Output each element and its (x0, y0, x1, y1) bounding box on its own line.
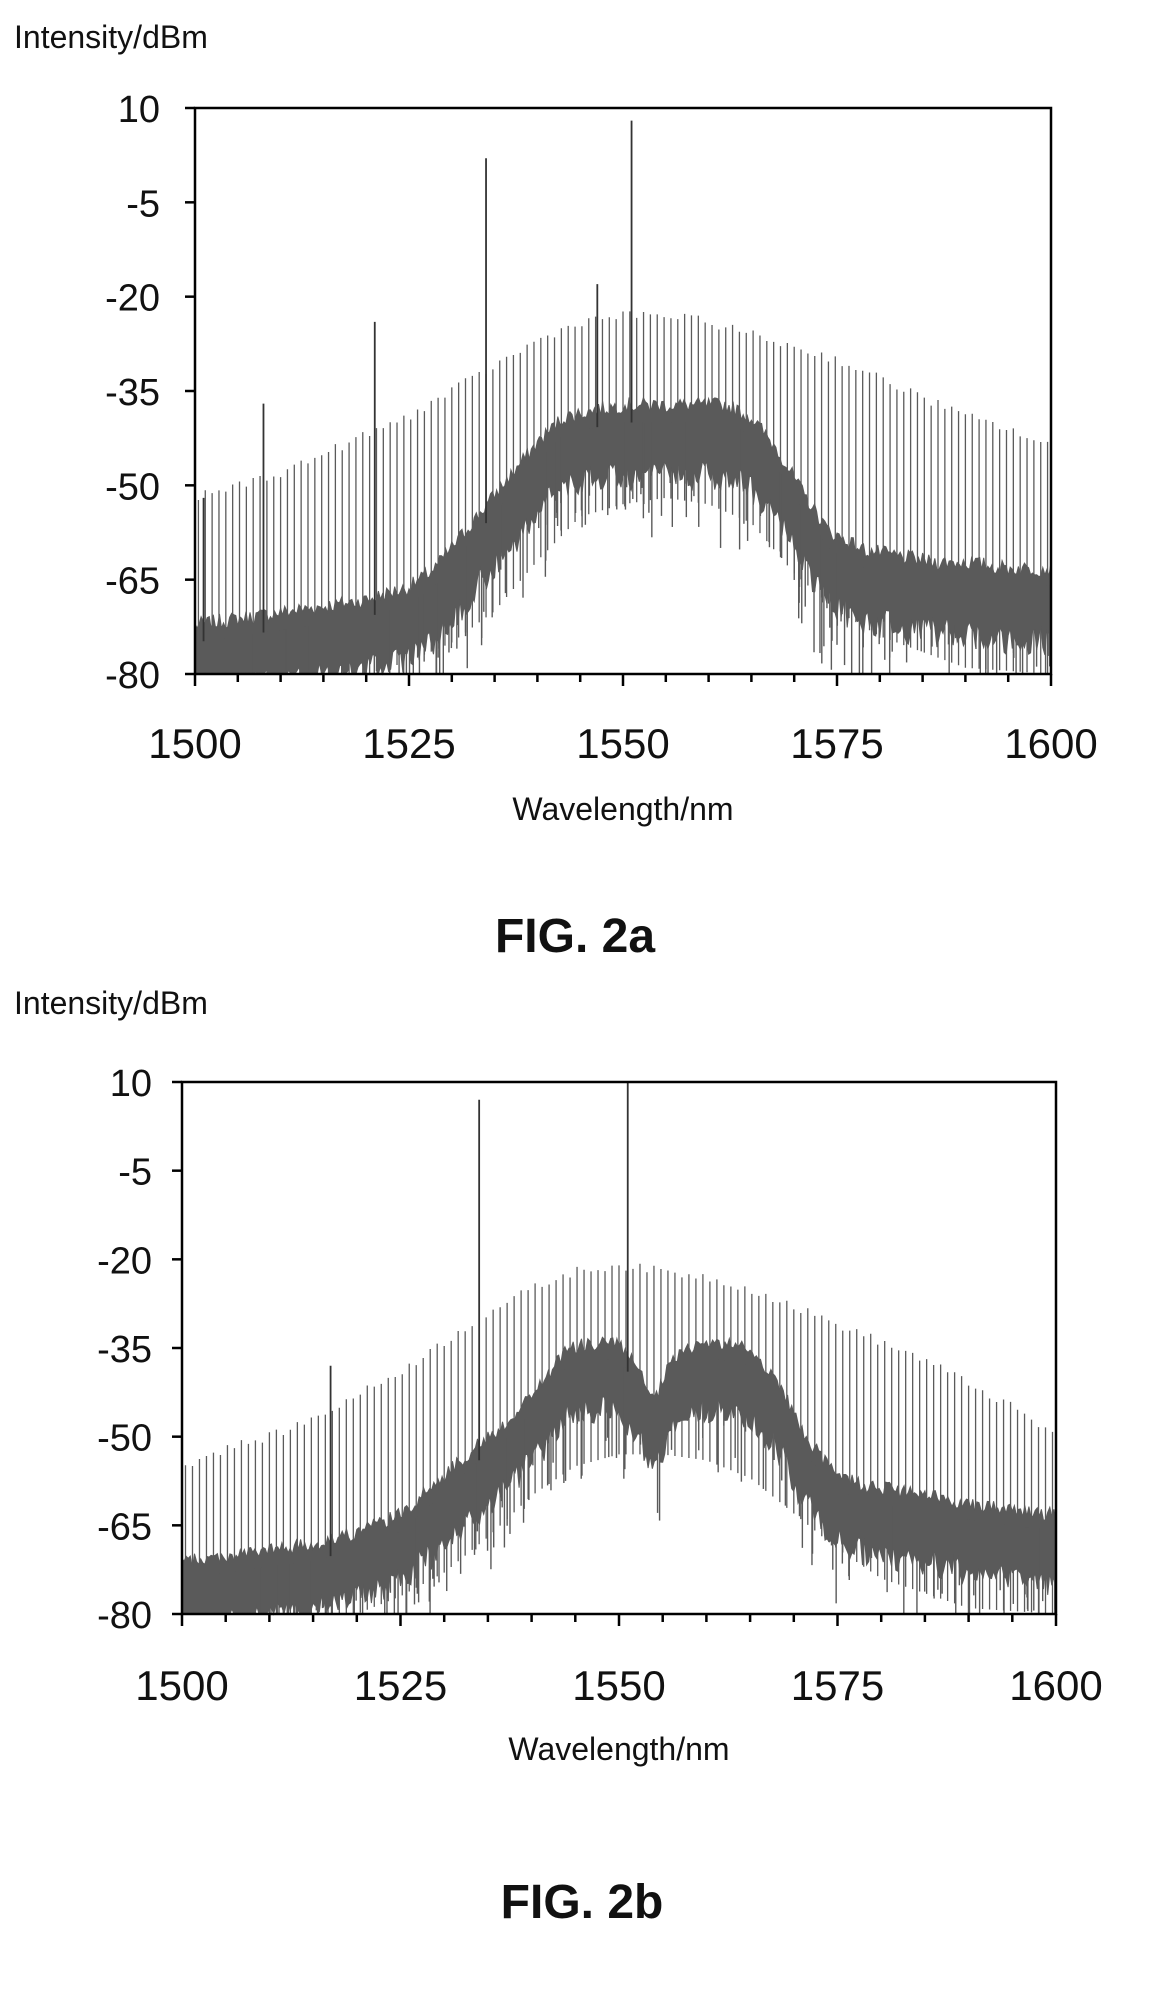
y-tick-label: -65 (105, 561, 160, 603)
y-tick-label: -50 (105, 466, 160, 508)
y-tick-label: -5 (118, 1152, 152, 1194)
y-tick-label: -35 (97, 1329, 152, 1371)
y-tick-label: 10 (118, 89, 160, 131)
comb-lines (197, 311, 1049, 674)
x-tick-label: 1575 (791, 1662, 884, 1709)
plot-area (180, 1080, 1058, 1616)
x-axis: 1500 1525 1550 1575 1600 (135, 1614, 1103, 1709)
y-tick-label: -35 (105, 372, 160, 414)
y-tick-label: -20 (105, 278, 160, 320)
y-tick-label: -20 (97, 1240, 152, 1282)
x-tick-label: 1525 (354, 1662, 447, 1709)
x-axis-title: Wavelength/nm (508, 1731, 729, 1767)
series-marks (181, 1082, 1057, 1616)
y-axis: 10 -5 -20 -35 -50 -65 -80 (97, 1063, 182, 1637)
figure-caption: FIG. 2b (501, 1876, 664, 1929)
spike-lines (202, 120, 633, 642)
plot-area (193, 106, 1053, 676)
series-marks (194, 120, 1052, 676)
y-axis-title: Intensity/dBm (14, 985, 208, 1021)
y-tick-label: -65 (97, 1506, 152, 1548)
x-tick-label: 1550 (576, 720, 669, 767)
chart-2a: Intensity/dBm 10-5-20-35-50-65-80 1500 15… (14, 19, 1098, 963)
x-tick-label: 1600 (1009, 1662, 1102, 1709)
y-tick-label: -80 (97, 1595, 152, 1637)
y-axis: 10 -5 -20 -35 -50 -65 -80 (105, 89, 195, 697)
x-axis-title: Wavelength/nm (512, 791, 733, 827)
chart-2b: Intensity/dBm 10-5-20-35-50-65-80 1500 15… (14, 985, 1103, 1929)
y-tick-label: -80 (105, 655, 160, 697)
x-axis: 1500 1525 1550 1575 1600 (148, 674, 1098, 767)
x-tick-label: 1525 (362, 720, 455, 767)
x-tick-label: 1500 (135, 1662, 228, 1709)
y-tick-label: -50 (97, 1418, 152, 1460)
x-tick-label: 1575 (790, 720, 883, 767)
y-tick-label: 10 (110, 1063, 152, 1105)
figure-caption: FIG. 2a (495, 910, 655, 963)
comb-lines (184, 1263, 1054, 1614)
x-tick-label: 1550 (572, 1662, 665, 1709)
x-tick-label: 1600 (1004, 720, 1097, 767)
x-tick-label: 1500 (148, 720, 241, 767)
y-axis-title: Intensity/dBm (14, 19, 208, 55)
y-tick-label: -5 (126, 183, 160, 225)
spike-lines (329, 1082, 629, 1557)
